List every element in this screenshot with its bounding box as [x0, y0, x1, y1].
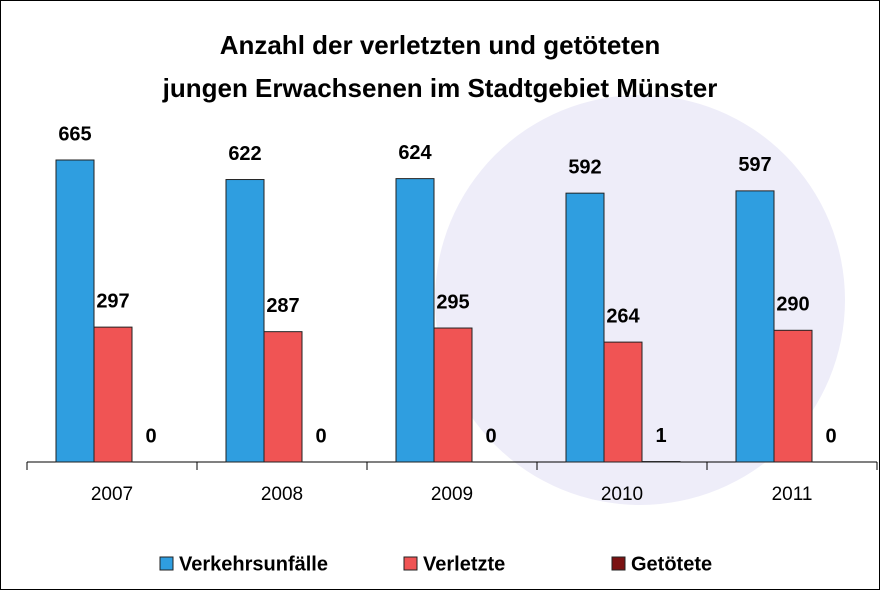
legend-label: Verletzte	[423, 553, 505, 575]
data-label: 295	[436, 291, 469, 313]
bar	[395, 178, 435, 463]
data-label: 0	[145, 425, 156, 447]
legend-label: Getötete	[631, 553, 712, 575]
data-label: 624	[398, 142, 432, 164]
legend-swatch	[159, 556, 174, 571]
x-tick-label: 2010	[601, 484, 643, 505]
data-label: 622	[228, 143, 261, 165]
data-label: 0	[825, 425, 836, 447]
data-label: 287	[266, 295, 299, 317]
data-label: 592	[568, 156, 601, 178]
data-label: 297	[96, 290, 129, 312]
bar	[225, 179, 265, 463]
chart-title: jungen Erwachsenen im Stadtgebiet Münste…	[162, 73, 718, 103]
x-tick-label: 2011	[772, 484, 813, 505]
bar	[433, 327, 473, 463]
legend-swatch	[403, 556, 418, 571]
x-tick-label: 2009	[431, 484, 473, 505]
data-label: 264	[606, 305, 640, 327]
bar	[735, 190, 775, 463]
bar	[565, 192, 605, 463]
legend-label: Verkehrsunfälle	[179, 553, 328, 575]
data-label: 1	[655, 425, 666, 447]
data-label: 0	[485, 425, 496, 447]
bar	[603, 341, 643, 463]
chart-title: Anzahl der verletzten und getöteten	[220, 30, 661, 60]
bar	[93, 326, 133, 463]
bar	[55, 159, 95, 463]
data-label: 0	[315, 425, 326, 447]
bar	[263, 331, 303, 463]
x-tick-label: 2008	[261, 484, 303, 505]
bar	[773, 329, 813, 463]
data-label: 665	[58, 123, 91, 145]
x-tick-label: 2007	[91, 484, 133, 505]
data-label: 290	[776, 294, 809, 316]
legend-swatch	[611, 556, 626, 571]
data-label: 597	[738, 154, 771, 176]
